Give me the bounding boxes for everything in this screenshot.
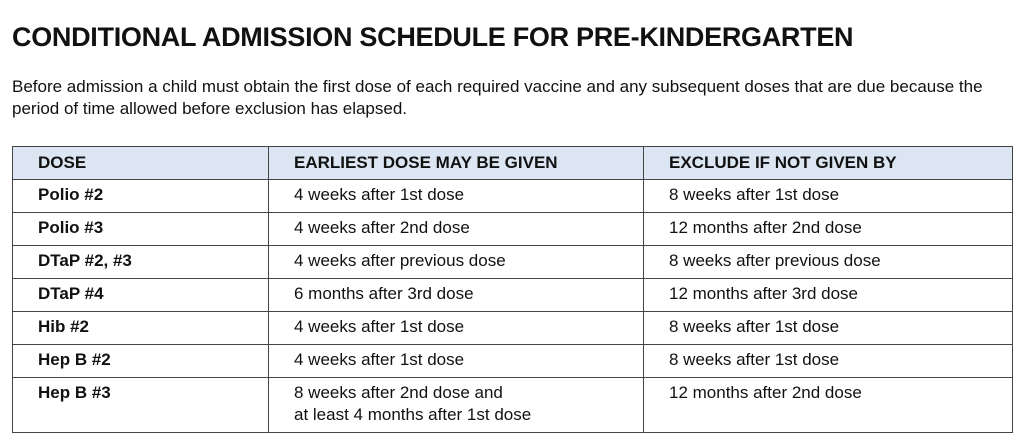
column-header-dose: DOSE [12, 146, 269, 180]
admission-schedule-table: DOSE EARLIEST DOSE MAY BE GIVEN EXCLUDE … [12, 146, 1013, 433]
dose-cell: Polio #3 [12, 212, 269, 246]
dose-cell: Hep B #2 [12, 344, 269, 378]
earliest-cell: 6 months after 3rd dose [268, 278, 644, 312]
earliest-text: 4 weeks after 1st dose [294, 185, 465, 204]
table-row: Polio #3 4 weeks after 2nd dose 12 month… [12, 212, 1013, 246]
exclude-cell: 8 weeks after 1st dose [643, 311, 1013, 345]
exclude-cell: 8 weeks after 1st dose [643, 344, 1013, 378]
exclude-cell: 8 weeks after previous dose [643, 245, 1013, 279]
earliest-text: 4 weeks after 1st dose [294, 350, 465, 369]
dose-cell: Hep B #3 [12, 377, 269, 433]
earliest-text: 6 months after 3rd dose [294, 284, 474, 303]
table-row: Hep B #3 8 weeks after 2nd dose and at l… [12, 377, 1013, 433]
earliest-text: 8 weeks after 2nd dose and [294, 383, 503, 402]
table-header: DOSE EARLIEST DOSE MAY BE GIVEN EXCLUDE … [12, 146, 1013, 180]
exclude-cell: 8 weeks after 1st dose [643, 179, 1013, 213]
column-header-exclude-if-not-given: EXCLUDE IF NOT GIVEN BY [643, 146, 1013, 180]
earliest-cell: 8 weeks after 2nd dose and at least 4 mo… [268, 377, 644, 433]
table-row: Hib #2 4 weeks after 1st dose 8 weeks af… [12, 311, 1013, 345]
exclude-cell: 12 months after 2nd dose [643, 212, 1013, 246]
intro-paragraph: Before admission a child must obtain the… [12, 77, 983, 118]
table-row: DTaP #4 6 months after 3rd dose 12 month… [12, 278, 1013, 312]
earliest-cell: 4 weeks after 1st dose [268, 344, 644, 378]
earliest-text: 4 weeks after 2nd dose [294, 218, 470, 237]
earliest-cell: 4 weeks after previous dose [268, 245, 644, 279]
dose-cell: Hib #2 [12, 311, 269, 345]
page-title: CONDITIONAL ADMISSION SCHEDULE FOR PRE-K… [12, 22, 854, 52]
dose-cell: Polio #2 [12, 179, 269, 213]
earliest-text: 4 weeks after previous dose [294, 251, 506, 270]
column-header-earliest-dose: EARLIEST DOSE MAY BE GIVEN [268, 146, 644, 180]
dose-cell: DTaP #2, #3 [12, 245, 269, 279]
dose-cell: DTaP #4 [12, 278, 269, 312]
table-row: DTaP #2, #3 4 weeks after previous dose … [12, 245, 1013, 279]
header-row: DOSE EARLIEST DOSE MAY BE GIVEN EXCLUDE … [12, 146, 1013, 180]
earliest-text: 4 weeks after 1st dose [294, 317, 465, 336]
exclude-cell: 12 months after 3rd dose [643, 278, 1013, 312]
earliest-text: at least 4 months after 1st dose [294, 405, 532, 424]
earliest-cell: 4 weeks after 1st dose [268, 179, 644, 213]
earliest-cell: 4 weeks after 1st dose [268, 311, 644, 345]
table-row: Hep B #2 4 weeks after 1st dose 8 weeks … [12, 344, 1013, 378]
table-body: Polio #2 4 weeks after 1st dose 8 weeks … [12, 179, 1013, 433]
table-row: Polio #2 4 weeks after 1st dose 8 weeks … [12, 179, 1013, 213]
earliest-cell: 4 weeks after 2nd dose [268, 212, 644, 246]
exclude-cell: 12 months after 2nd dose [643, 377, 1013, 433]
